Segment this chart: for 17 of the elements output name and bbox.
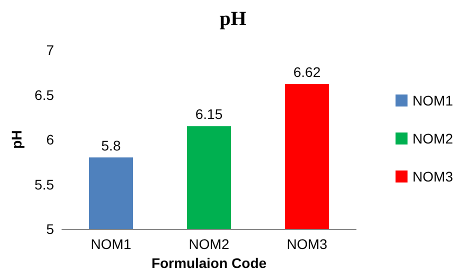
x-axis-title: Formulaion Code	[151, 254, 267, 271]
x-tick-label: NOM2	[188, 236, 230, 252]
y-tick-label: 7	[46, 42, 54, 58]
legend-label: NOM3	[412, 168, 454, 184]
legend-label: NOM1	[412, 92, 454, 108]
x-tick-label: NOM1	[90, 236, 132, 252]
data-label: 6.62	[293, 64, 321, 80]
y-axis-title: pH	[8, 130, 25, 149]
y-tick-label: 6.5	[34, 86, 54, 103]
y-tick-label: 5	[46, 221, 54, 237]
data-label: 6.15	[195, 106, 223, 122]
data-label: 5.8	[101, 137, 121, 154]
y-tick-label: 6	[46, 132, 54, 148]
chart-title: pH	[220, 8, 247, 30]
x-tick-label: NOM3	[286, 236, 328, 252]
legend-label: NOM2	[412, 130, 454, 146]
y-tick-label: 5.5	[34, 176, 54, 192]
